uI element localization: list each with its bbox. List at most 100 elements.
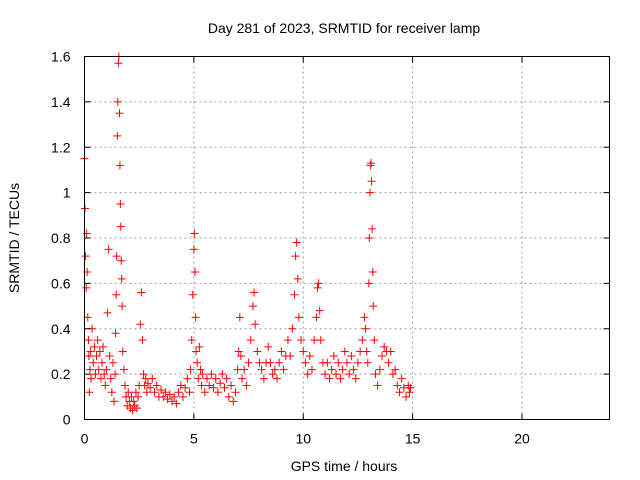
data-point (308, 365, 316, 374)
data-point (157, 386, 166, 395)
data-point (353, 358, 362, 367)
data-point (110, 397, 119, 406)
data-point (367, 159, 376, 168)
data-point (142, 388, 151, 397)
data-point (297, 336, 306, 345)
data-point (242, 381, 251, 390)
data-point (118, 302, 127, 311)
data-point (81, 252, 90, 261)
data-point (234, 347, 243, 356)
data-points (80, 52, 415, 415)
data-point (227, 381, 236, 390)
data-point (189, 245, 198, 254)
data-point (113, 131, 122, 140)
data-point (161, 388, 170, 397)
y-tick-label: 1.6 (51, 49, 71, 65)
data-point (112, 252, 121, 261)
data-point (293, 274, 302, 283)
data-point (95, 347, 104, 356)
data-point (103, 308, 112, 317)
data-point (220, 383, 229, 392)
data-point (163, 395, 172, 404)
data-point (347, 351, 356, 360)
data-point (290, 290, 299, 299)
data-point (268, 370, 277, 379)
data-point (129, 397, 138, 406)
data-point (240, 365, 249, 374)
data-point (253, 347, 262, 356)
data-point (172, 399, 181, 408)
data-point (131, 388, 140, 397)
data-point (134, 392, 143, 401)
data-point (279, 365, 288, 374)
data-point (113, 97, 122, 106)
data-point (191, 313, 200, 322)
data-point (250, 288, 259, 297)
data-point (107, 388, 116, 397)
data-point (314, 279, 323, 288)
data-point (82, 283, 91, 292)
data-point (138, 336, 147, 345)
data-point (277, 347, 286, 356)
axis-ticks: 0 0.2 0.4 0.6 0.8 1 1.2 1.4 1.6 0 5 10 15 20 (51, 49, 610, 447)
data-point (312, 313, 321, 322)
data-point (209, 383, 218, 392)
data-point (91, 370, 100, 379)
y-tick-label: 0 (63, 412, 71, 428)
data-point (299, 347, 308, 356)
data-point (365, 234, 374, 242)
data-point (114, 59, 123, 68)
data-point (332, 370, 341, 379)
y-tick-label: 1.4 (51, 94, 71, 110)
data-point (137, 288, 146, 297)
data-point (369, 302, 378, 311)
x-tick-label: 15 (405, 431, 421, 447)
data-point (291, 252, 300, 261)
data-point (406, 383, 415, 392)
data-point (118, 347, 127, 356)
x-tick-label: 5 (190, 431, 198, 447)
data-point (294, 313, 303, 322)
data-point (111, 370, 120, 379)
data-point (194, 374, 203, 383)
data-point (286, 351, 295, 360)
data-point (92, 351, 101, 360)
data-point (200, 388, 209, 397)
data-point (84, 336, 93, 345)
data-point (174, 388, 183, 397)
data-point (128, 406, 137, 415)
data-point (334, 358, 343, 367)
x-tick-label: 20 (514, 431, 530, 447)
data-point (363, 358, 372, 367)
data-point (196, 365, 205, 374)
data-point (361, 324, 370, 333)
data-point (273, 374, 281, 383)
data-point (117, 256, 126, 265)
data-point (257, 365, 266, 374)
data-point (378, 351, 386, 360)
data-point (104, 245, 113, 254)
data-point (404, 381, 413, 390)
data-point (358, 336, 367, 345)
data-point (351, 374, 360, 383)
y-tick-label: 0.8 (51, 230, 71, 246)
data-point (288, 324, 297, 333)
data-point (362, 347, 371, 356)
data-point (120, 381, 129, 390)
data-point (94, 365, 103, 374)
data-point (176, 381, 185, 390)
data-point (393, 381, 402, 390)
data-point (397, 374, 406, 383)
data-point (117, 274, 126, 283)
data-point (395, 388, 404, 397)
data-point (124, 388, 133, 397)
data-point (244, 358, 253, 367)
data-point (105, 351, 114, 360)
data-point (185, 388, 194, 397)
data-point (345, 370, 354, 379)
data-point (325, 374, 334, 383)
data-point (211, 374, 220, 383)
data-point (183, 374, 192, 383)
data-point (371, 370, 380, 379)
